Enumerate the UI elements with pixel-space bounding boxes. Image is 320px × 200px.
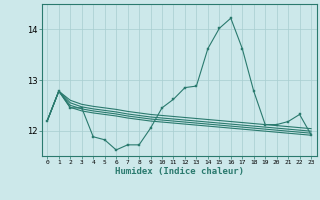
X-axis label: Humidex (Indice chaleur): Humidex (Indice chaleur) xyxy=(115,167,244,176)
